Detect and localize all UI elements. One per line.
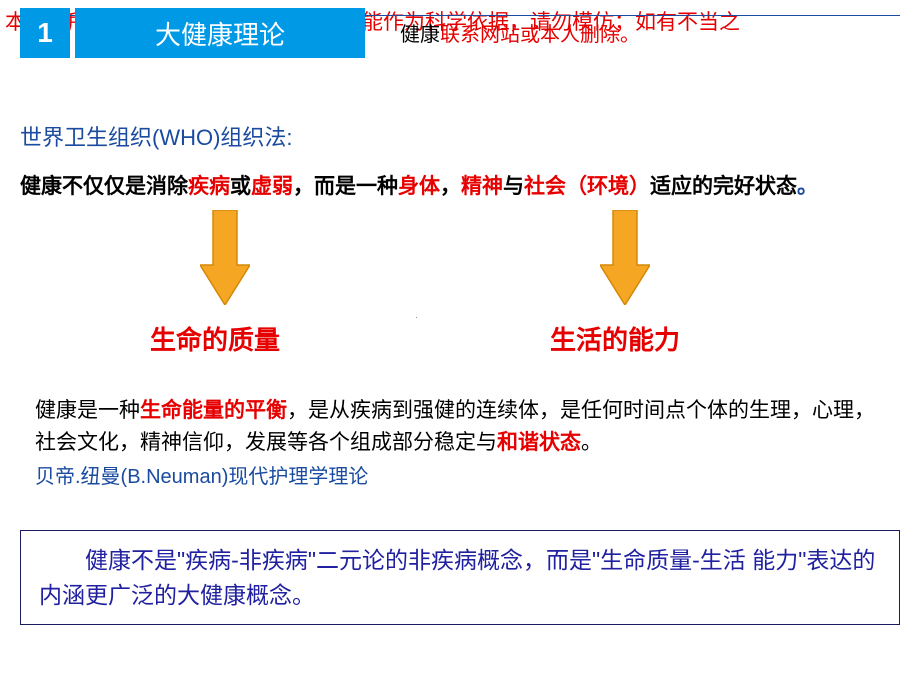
def-s7: ， <box>440 175 461 198</box>
definition-sentence: 健康不仅仅是消除疾病或虚弱，而是一种身体，精神与社会（环境）适应的完好状态。 <box>20 170 818 200</box>
def-s11: 适应的完好状态 <box>650 175 797 198</box>
conclusion-box: 健康不是"疾病-非疾病"二元论的非疾病概念，而是"生命质量-生活 能力"表达的内… <box>20 530 900 625</box>
bal-p1: 健康是一种 <box>35 399 140 422</box>
def-s4: 虚弱 <box>251 175 293 198</box>
section-number: 1 <box>37 17 53 49</box>
def-s2: 疾病 <box>188 175 230 198</box>
subtitle-area: 健康联系网站或本人删除。 <box>400 18 640 47</box>
balance-paragraph: 健康是一种生命能量的平衡，是从疾病到强健的连续体，是任何时间点个体的生理，心理，… <box>35 395 890 458</box>
def-s8: 精神 <box>461 175 503 198</box>
section-number-box: 1 <box>20 8 70 58</box>
conclusion-indent <box>39 547 85 573</box>
bal-p2: 生命能量的平衡 <box>140 399 287 422</box>
subtitle-p1: 健康 <box>400 24 440 46</box>
ability-of-life-label: 生活的能力 <box>550 320 680 357</box>
neuman-citation: 贝帝.纽曼(B.Neuman)现代护理学理论 <box>35 460 368 489</box>
def-s1: 健康不仅仅是消除 <box>20 175 188 198</box>
section-title-box: 大健康理论 <box>75 8 365 58</box>
def-s3: 或 <box>230 175 251 198</box>
who-heading: 世界卫生组织(WHO)组织法: <box>20 120 293 152</box>
def-s6: 身体 <box>398 175 440 198</box>
def-s12: 。 <box>797 175 818 198</box>
center-dot: . <box>415 310 418 321</box>
conclusion-text: 健康不是"疾病-非疾病"二元论的非疾病概念，而是"生命质量-生活 能力"表达的内… <box>39 547 875 608</box>
bal-p5: 。 <box>581 431 602 454</box>
section-title: 大健康理论 <box>155 15 285 52</box>
down-arrow-left-icon <box>200 210 250 305</box>
def-s10: 社会（环境） <box>524 175 650 198</box>
bal-p4: 和谐状态 <box>497 431 581 454</box>
def-s9: 与 <box>503 175 524 198</box>
quality-of-life-label: 生命的质量 <box>150 320 280 357</box>
down-arrow-right-icon <box>600 210 650 305</box>
subtitle-tail: 联系网站或本人删除。 <box>440 24 640 46</box>
def-s5: ，而是一种 <box>293 175 398 198</box>
